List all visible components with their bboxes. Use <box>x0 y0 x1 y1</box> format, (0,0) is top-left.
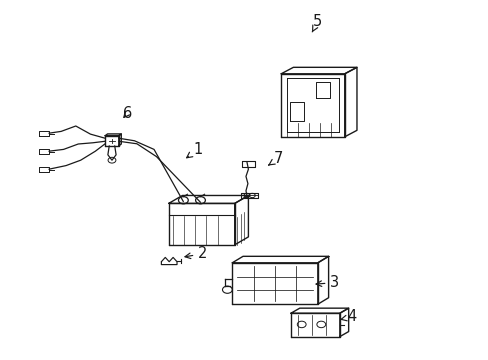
Text: 6: 6 <box>122 106 131 121</box>
Text: 7: 7 <box>268 151 283 166</box>
Text: 4: 4 <box>341 309 356 324</box>
Text: 5: 5 <box>312 14 322 32</box>
Text: 1: 1 <box>186 142 202 158</box>
Text: 2: 2 <box>184 246 207 261</box>
Text: 3: 3 <box>315 275 339 290</box>
